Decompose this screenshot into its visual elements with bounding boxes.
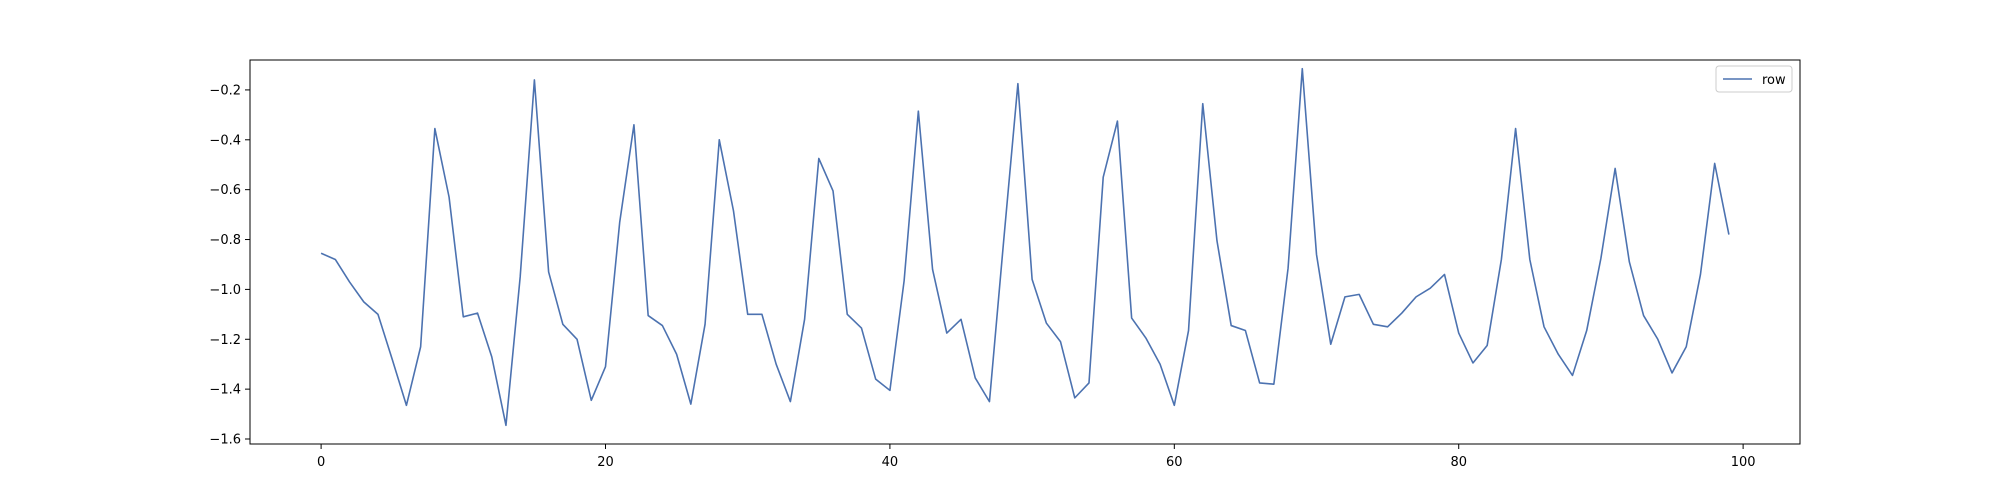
y-tick-label: −1.4 [209,383,241,398]
legend-label-row: row [1762,73,1786,88]
y-tick-label: −1.6 [209,433,241,448]
x-tick-label: 0 [317,455,325,470]
x-tick-label: 80 [1450,455,1467,470]
legend-box [1715,65,1793,93]
x-tick-label: 100 [1731,455,1756,470]
y-tick-label: −1.0 [209,283,241,298]
y-tick-label: −0.8 [209,233,241,248]
legend: row [1715,65,1793,93]
x-tick-label: 20 [597,455,614,470]
x-tick-label: 60 [1166,455,1183,470]
plot-frame [249,59,1801,445]
x-axis: 0 20 40 60 80 100 [317,444,1756,470]
y-tick-label: −0.2 [209,83,241,98]
y-tick-label: −0.4 [209,133,241,148]
series-line-row [320,67,1730,427]
x-tick-label: 40 [882,455,899,470]
y-tick-label: −1.2 [209,333,241,348]
y-axis: −1.6 −1.4 −1.2 −1.0 −0.8 −0.6 −0.4 −0.2 [209,83,250,448]
y-tick-label: −0.6 [209,183,241,198]
